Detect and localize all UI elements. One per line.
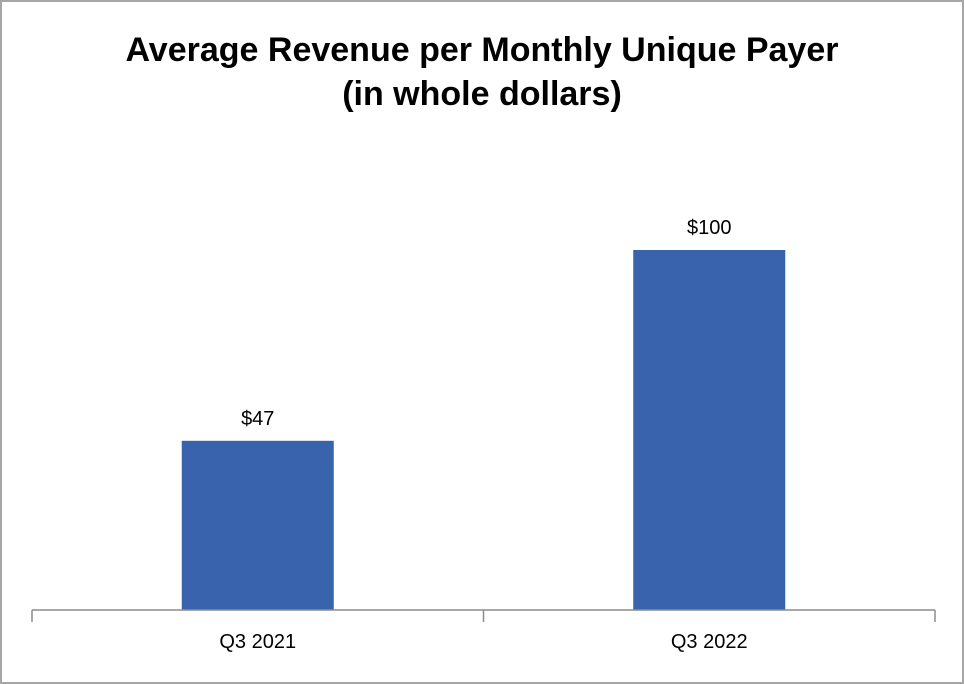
- chart-title-line1: Average Revenue per Monthly Unique Payer: [125, 31, 839, 69]
- chart-title: Average Revenue per Monthly Unique Payer…: [2, 28, 962, 116]
- bars-group: [181, 250, 786, 610]
- x-tick-label-1: Q3 2021: [219, 631, 296, 653]
- chart-title-line2: (in whole dollars): [342, 75, 622, 113]
- x-tick-label-2: Q3 2022: [671, 631, 748, 653]
- bar-1: [181, 440, 334, 610]
- labels-group: $47 Q3 2021 $100 Q3 2022: [219, 217, 747, 653]
- data-label-1: $47: [241, 408, 274, 430]
- x-axis: [31, 609, 936, 622]
- bar-2: [633, 250, 786, 610]
- data-label-2: $100: [687, 217, 732, 239]
